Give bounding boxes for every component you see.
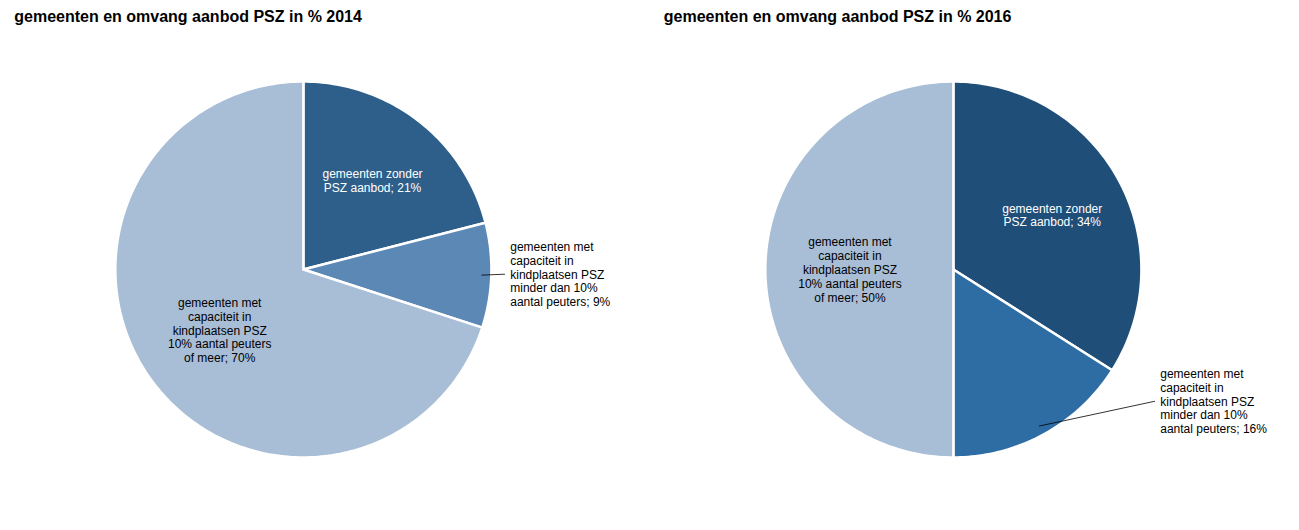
html-text:gemeenten en omvang aanbod PSZ: gemeenten en omvang aanbod PSZ in % 2016 [663,8,1012,25]
svg-text:gemeenten zonderPSZ aanbod; 21: gemeenten zonderPSZ aanbod; 21% [323,167,423,195]
svg-text:gemeenten metcapaciteit inkind: gemeenten metcapaciteit inkindplaatsen P… [1160,367,1267,436]
svg-text:gemeenten metcapaciteit inkind: gemeenten metcapaciteit inkindplaatsen P… [510,240,610,309]
html-text:gemeenten en omvang aanbod PSZ: gemeenten en omvang aanbod PSZ in % 2014 [14,8,362,25]
svg-text:gemeenten metcapaciteit inkind: gemeenten metcapaciteit inkindplaatsen P… [168,296,271,365]
svg-text:gemeenten metcapaciteit inkind: gemeenten metcapaciteit inkindplaatsen P… [798,235,901,304]
svg-text:gemeenten zonderPSZ aanbod; 34: gemeenten zonderPSZ aanbod; 34% [1002,202,1102,230]
